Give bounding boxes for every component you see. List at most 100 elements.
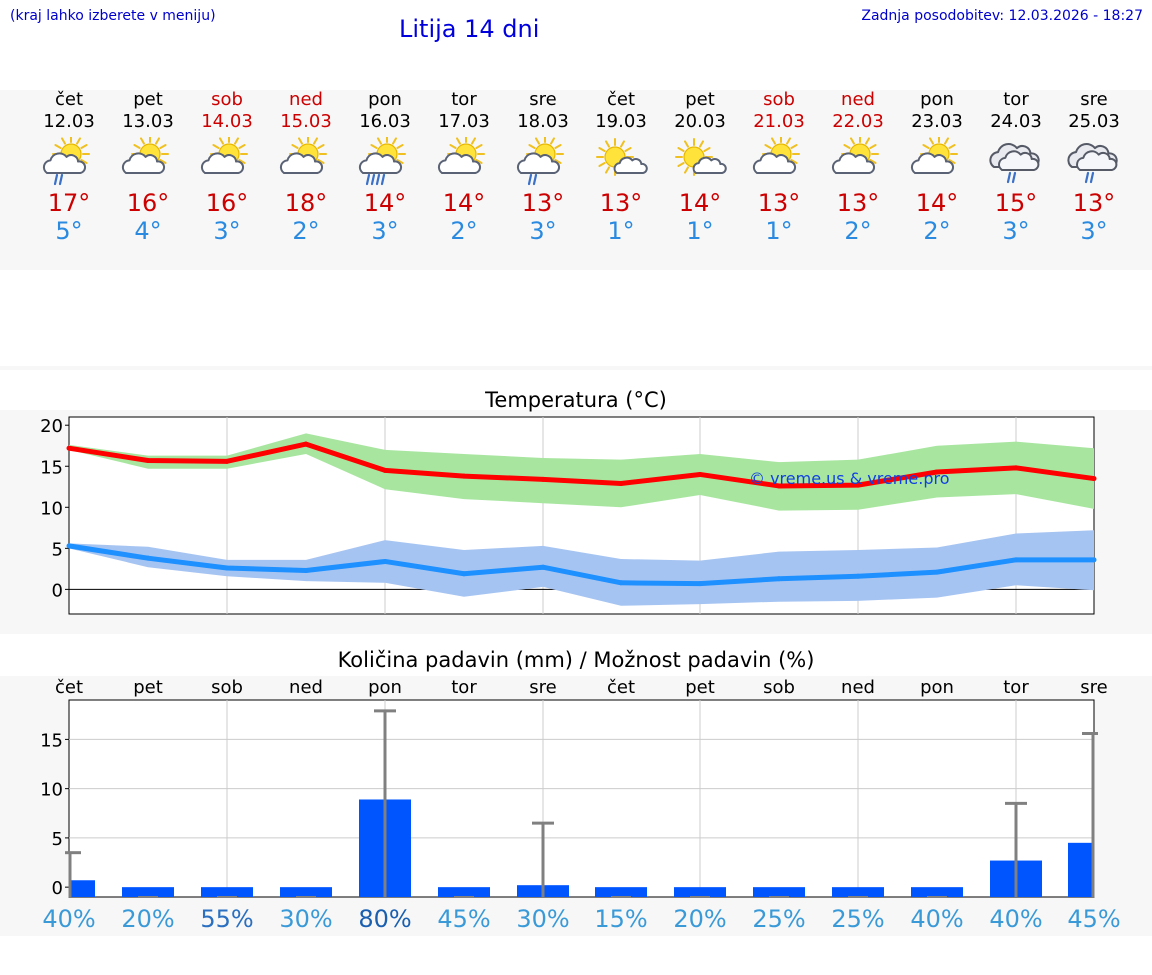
min-temperature: 3° — [213, 217, 241, 245]
y-tick-label: 5 — [52, 829, 63, 850]
forecast-day: pon 23.03 14° 2° — [897, 89, 977, 245]
min-temperature: 2° — [292, 217, 320, 245]
day-name: tor — [1003, 89, 1029, 110]
cloud-rain-icon — [989, 143, 1040, 184]
day-name: pet — [685, 89, 715, 110]
sun-cloud-rain-icon — [42, 137, 90, 186]
x-category-label: pon — [368, 677, 402, 698]
min-temperature-point — [855, 573, 861, 579]
max-temperature-line — [68, 441, 1095, 489]
max-temperature-point — [934, 469, 940, 475]
day-date: 15.03 — [280, 111, 332, 132]
min-temperature: 3° — [371, 217, 399, 245]
sun-cloud-icon — [279, 137, 327, 174]
day-date: 12.03 — [43, 111, 95, 132]
min-temperature-point — [934, 569, 940, 575]
y-tick-label: 15 — [40, 457, 63, 478]
precipitation-probability: 15% — [594, 905, 647, 933]
sun-cloud-icon — [752, 137, 800, 174]
x-category-label: sob — [211, 677, 243, 698]
max-temperature: 13° — [836, 189, 880, 217]
day-date: 16.03 — [359, 111, 411, 132]
min-temperature-point — [1091, 557, 1097, 563]
precipitation-probability: 30% — [516, 905, 569, 933]
precipitation-bar — [595, 887, 647, 897]
min-temperature-point — [66, 543, 72, 549]
forecast-day: pet 13.03 16° 4° — [108, 89, 188, 245]
x-category-label: čet — [55, 677, 83, 698]
x-category-label: ned — [289, 677, 323, 698]
sun-cloud-heavy-rain-icon — [358, 137, 406, 186]
y-tick-label: 5 — [52, 539, 63, 560]
temperature-chart-title: Temperatura (°C) — [485, 388, 667, 412]
max-temperature: 16° — [205, 189, 249, 217]
sun-cloud-icon — [910, 137, 958, 174]
max-temperature-point — [145, 458, 151, 464]
x-category-label: tor — [451, 677, 477, 698]
forecast-band — [0, 90, 1152, 270]
max-temperature-point — [1091, 476, 1097, 482]
precipitation-bar — [1068, 842, 1094, 897]
day-date: 22.03 — [832, 111, 884, 132]
min-temperature-point — [382, 558, 388, 564]
max-temperature: 13° — [757, 189, 801, 217]
max-temperature: 13° — [599, 189, 643, 217]
max-temperature-point — [382, 467, 388, 473]
sun-small-cloud-icon — [596, 138, 648, 176]
min-temperature: 2° — [844, 217, 872, 245]
max-temperature: 17° — [47, 189, 91, 217]
x-category-label: pet — [685, 677, 715, 698]
day-name: sob — [211, 89, 243, 110]
sun-cloud-icon — [437, 137, 485, 174]
max-temperature: 16° — [126, 189, 170, 217]
x-category-label: sob — [763, 677, 795, 698]
max-temperature-point — [855, 482, 861, 488]
precipitation-probability: 55% — [200, 905, 253, 933]
x-category-label: čet — [607, 677, 635, 698]
max-temperature: 14° — [678, 189, 722, 217]
max-temperature: 15° — [994, 189, 1038, 217]
precipitation-probability: 40% — [989, 905, 1042, 933]
precipitation-bar — [832, 887, 884, 897]
forecast-day: sob 14.03 16° 3° — [187, 89, 267, 245]
forecast-day: sre 25.03 13° 3° — [1054, 89, 1134, 245]
forecast-day: pon 16.03 14° 3° — [345, 89, 425, 245]
precipitation-bar — [911, 887, 963, 897]
x-category-label: sre — [529, 677, 556, 698]
min-temperature: 2° — [450, 217, 478, 245]
day-name: tor — [451, 89, 477, 110]
day-name: sre — [529, 89, 557, 110]
forecast-day: ned 22.03 13° 2° — [818, 89, 898, 245]
min-temperature-point — [461, 571, 467, 577]
precipitation-chart-title: Količina padavin (mm) / Možnost padavin … — [337, 648, 815, 672]
day-name: čet — [54, 89, 84, 110]
forecast-day: čet 12.03 17° 5° — [29, 89, 109, 245]
forecast-day: čet 19.03 13° 1° — [581, 89, 661, 245]
max-temperature-point — [461, 473, 467, 479]
precipitation-bar — [280, 887, 332, 897]
y-tick-label: 0 — [52, 878, 63, 899]
day-date: 14.03 — [201, 111, 253, 132]
separator — [0, 366, 1152, 370]
max-temperature: 13° — [1072, 189, 1116, 217]
min-temperature: 3° — [1080, 217, 1108, 245]
sun-cloud-icon — [121, 137, 169, 174]
max-temperature: 18° — [284, 189, 328, 217]
precipitation-probability: 40% — [42, 905, 95, 933]
temperature-chart: 20 15 10 5 0 © vreme.us & vreme.pro — [40, 416, 1097, 615]
precipitation-bar — [753, 887, 805, 897]
y-tick-label: 10 — [40, 780, 63, 801]
precipitation-bar — [122, 887, 174, 897]
precipitation-bar — [69, 880, 95, 897]
max-temperature: 14° — [915, 189, 959, 217]
max-temperature-point — [618, 480, 624, 486]
min-temperature: 1° — [686, 217, 714, 245]
forecast-day: tor 17.03 14° 2° — [424, 89, 504, 245]
day-date: 25.03 — [1068, 111, 1120, 132]
day-date: 19.03 — [595, 111, 647, 132]
menu-hint: (kraj lahko izberete v meniju) — [10, 8, 216, 24]
day-date: 13.03 — [122, 111, 174, 132]
max-temperature: 13° — [521, 189, 565, 217]
x-category-label: sre — [1080, 677, 1107, 698]
max-temperature-point — [697, 471, 703, 477]
